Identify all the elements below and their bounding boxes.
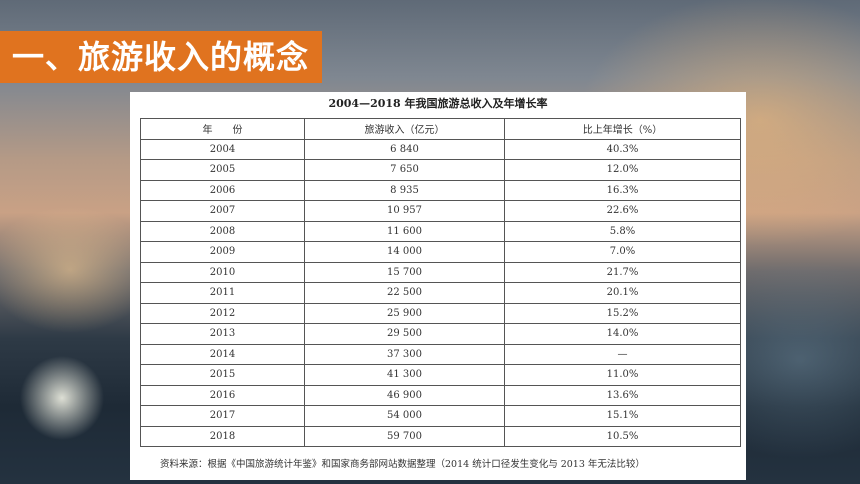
cell-year: 2015 [140,364,305,386]
table-row: 2015 41 300 11.0% [140,364,741,386]
cell-growth: 5.8% [504,220,741,242]
cell-growth: 15.2% [504,302,741,324]
table-row: 2008 11 600 5.8% [140,220,741,242]
cell-growth: 40.3% [504,138,741,160]
cell-revenue: 37 300 [304,343,505,365]
cell-revenue: 29 500 [304,323,505,345]
table-row: 2017 54 000 15.1% [140,405,741,427]
cell-growth: — [504,343,741,365]
table-row: 2012 25 900 15.2% [140,302,741,324]
cell-year: 2008 [140,220,305,242]
header-growth: 比上年增长（%） [504,118,741,140]
cell-growth: 11.0% [504,364,741,386]
cell-growth: 16.3% [504,179,741,201]
cell-year: 2018 [140,425,305,447]
slide-title: 一、旅游收入的概念 [0,31,322,83]
table-row: 2018 59 700 10.5% [140,425,741,447]
cell-revenue: 54 000 [304,405,505,427]
cell-revenue: 8 935 [304,179,505,201]
cell-growth: 7.0% [504,241,741,263]
table-caption: 2004—2018 年我国旅游总收入及年增长率 [328,97,548,110]
table-image: 2004—2018 年我国旅游总收入及年增长率 年 份 旅游收入（亿元） 比上年… [130,92,746,480]
cell-year: 2004 [140,138,305,160]
cell-growth: 13.6% [504,384,741,406]
cell-revenue: 15 700 [304,261,505,283]
cell-year: 2007 [140,200,305,222]
header-revenue: 旅游收入（亿元） [304,118,505,140]
cell-year: 2012 [140,302,305,324]
cell-year: 2011 [140,282,305,304]
cell-revenue: 6 840 [304,138,505,160]
cell-revenue: 25 900 [304,302,505,324]
cell-growth: 12.0% [504,159,741,181]
cell-year: 2005 [140,159,305,181]
table-row: 2013 29 500 14.0% [140,323,741,345]
table-row: 2007 10 957 22.6% [140,200,741,222]
cell-revenue: 14 000 [304,241,505,263]
cell-revenue: 46 900 [304,384,505,406]
table-row: 2011 22 500 20.1% [140,282,741,304]
table-row: 2004 6 840 40.3% [140,138,741,160]
table-header-row: 年 份 旅游收入（亿元） 比上年增长（%） [140,118,741,140]
cell-year: 2016 [140,384,305,406]
cell-year: 2006 [140,179,305,201]
table-row: 2014 37 300— [140,343,741,365]
cell-year: 2017 [140,405,305,427]
cell-growth: 15.1% [504,405,741,427]
table-row: 2016 46 900 13.6% [140,384,741,406]
table-row: 2009 14 000 7.0% [140,241,741,263]
cell-growth: 14.0% [504,323,741,345]
cell-year: 2014 [140,343,305,365]
cell-revenue: 10 957 [304,200,505,222]
cell-year: 2009 [140,241,305,263]
cell-year: 2013 [140,323,305,345]
cell-growth: 21.7% [504,261,741,283]
table-source-note: 资料来源：根据《中国旅游统计年鉴》和国家商务部网站数据整理（2014 统计口径发… [160,459,645,470]
cell-growth: 20.1% [504,282,741,304]
cell-year: 2010 [140,261,305,283]
cell-revenue: 59 700 [304,425,505,447]
cell-growth: 22.6% [504,200,741,222]
cell-growth: 10.5% [504,425,741,447]
cell-revenue: 11 600 [304,220,505,242]
cell-revenue: 7 650 [304,159,505,181]
cell-revenue: 41 300 [304,364,505,386]
cell-revenue: 22 500 [304,282,505,304]
revenue-table: 年 份 旅游收入（亿元） 比上年增长（%） 2004 6 840 40.3% 2005… [140,118,741,447]
table-row: 2006 8 935 16.3% [140,179,741,201]
table-row: 2005 7 650 12.0% [140,159,741,181]
header-year: 年 份 [140,118,305,140]
table-row: 2010 15 700 21.7% [140,261,741,283]
